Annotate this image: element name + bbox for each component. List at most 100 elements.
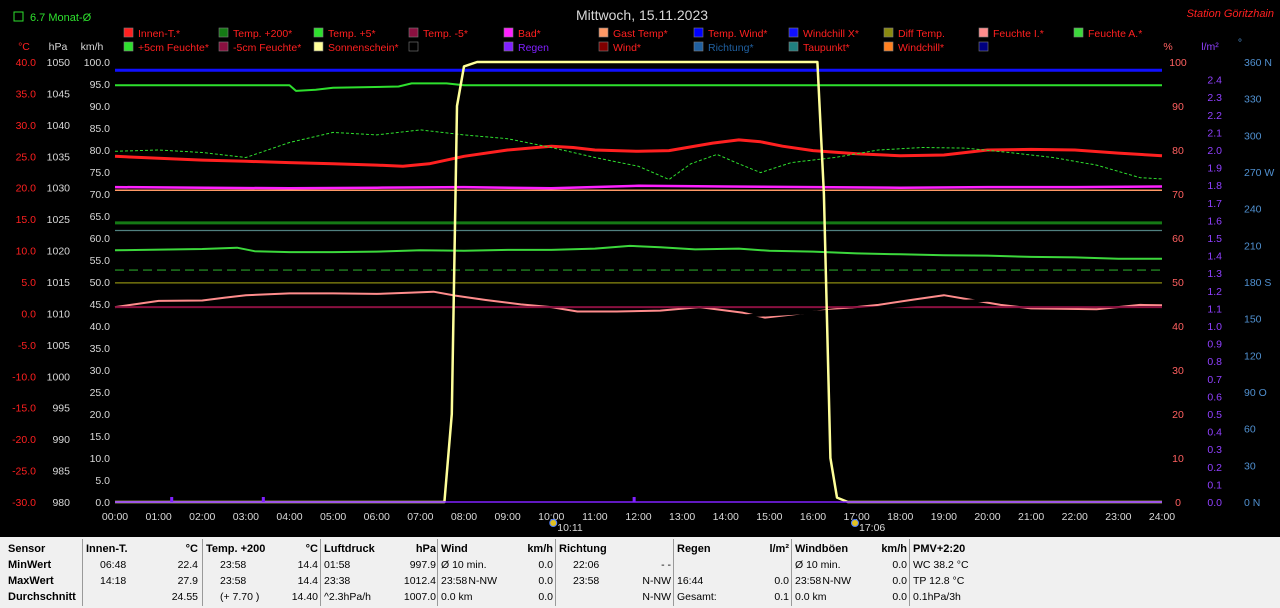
legend-label: Windböen* xyxy=(993,42,1044,54)
legend-swatch[interactable] xyxy=(408,41,419,52)
legend-swatch[interactable] xyxy=(598,41,609,52)
percent-tick: 90 xyxy=(1172,101,1184,113)
legend-label: Diff Temp. xyxy=(898,28,945,40)
time-tick: 16:00 xyxy=(800,511,826,523)
kmh-tick: 0.0 xyxy=(95,497,110,509)
legend-swatch[interactable] xyxy=(883,27,894,38)
stats-cell-value: 0.0 xyxy=(538,591,553,603)
legend-swatch[interactable] xyxy=(313,27,324,38)
time-tick: 24:00 xyxy=(1149,511,1175,523)
stats-separator xyxy=(791,539,792,606)
legend-swatch[interactable] xyxy=(693,27,704,38)
legend-swatch[interactable] xyxy=(503,41,514,52)
celsius-tick: -30.0 xyxy=(12,497,36,509)
kmh-tick: 45.0 xyxy=(90,299,111,311)
rain-tick: 1.1 xyxy=(1207,303,1222,315)
stats-separator xyxy=(82,539,83,606)
time-tick: 10:00 xyxy=(538,511,564,523)
stats-separator xyxy=(202,539,203,606)
legend-label: Bad* xyxy=(518,28,541,40)
rain-mark xyxy=(261,497,265,502)
stats-cell-label: 0.0 km xyxy=(441,591,473,603)
stats-separator xyxy=(555,539,556,606)
rain-tick: 0.1 xyxy=(1207,479,1222,491)
rain-tick: 0.2 xyxy=(1207,462,1222,474)
sunset-marker xyxy=(850,519,859,527)
rain-tick: 0.8 xyxy=(1207,356,1222,368)
legend-swatch[interactable] xyxy=(218,27,229,38)
time-tick: 18:00 xyxy=(887,511,913,523)
legend-swatch[interactable] xyxy=(978,41,989,52)
stats-cell-label: 23:58 xyxy=(220,559,247,571)
axis-unit-kmh: km/h xyxy=(81,41,104,53)
rain-tick: 0.4 xyxy=(1207,427,1222,439)
legend-label: Richtung* xyxy=(708,42,754,54)
time-tick: 05:00 xyxy=(320,511,346,523)
direction-tick: 120 xyxy=(1244,350,1262,362)
kmh-tick: 85.0 xyxy=(90,123,111,135)
kmh-tick: 100.0 xyxy=(84,57,110,69)
stats-cell-label: Gesamt: xyxy=(677,591,717,603)
rain-tick: 1.3 xyxy=(1207,268,1222,280)
percent-tick: 20 xyxy=(1172,409,1184,421)
stats-cell-value: 14.4 xyxy=(297,559,318,571)
time-tick: 13:00 xyxy=(669,511,695,523)
legend-label: Temp. Wind* xyxy=(708,28,768,40)
legend-swatch[interactable] xyxy=(123,27,134,38)
monthly-avg-legend-box[interactable] xyxy=(13,11,24,22)
legend-swatch[interactable] xyxy=(788,27,799,38)
time-tick: 12:00 xyxy=(625,511,651,523)
legend-swatch[interactable] xyxy=(883,41,894,52)
time-tick: 15:00 xyxy=(756,511,782,523)
celsius-tick: 35.0 xyxy=(16,88,37,100)
percent-tick: 100 xyxy=(1169,57,1187,69)
kmh-tick: 75.0 xyxy=(90,167,111,179)
stats-min-label: MinWert xyxy=(8,559,52,571)
legend-swatch[interactable] xyxy=(313,41,324,52)
kmh-tick: 70.0 xyxy=(90,189,111,201)
time-tick: 08:00 xyxy=(451,511,477,523)
axes: °C hPa km/h% l/m² ° 40.0 35.0 30.0 25.0 20.0 15.0 1… xyxy=(12,37,1274,534)
rain-tick: 0.7 xyxy=(1207,374,1222,386)
stats-cell-value: 997.9 xyxy=(409,559,436,571)
celsius-tick: 25.0 xyxy=(16,151,37,163)
legend-label: Windchill X* xyxy=(803,28,859,40)
rain-mark xyxy=(170,497,174,502)
legend-swatch[interactable] xyxy=(693,41,704,52)
stats-separator xyxy=(673,539,674,606)
direction-tick: 360 N xyxy=(1244,57,1272,69)
rain-tick: 2.2 xyxy=(1207,110,1222,122)
celsius-tick: -10.0 xyxy=(12,371,36,383)
legend-swatch[interactable] xyxy=(218,41,229,52)
series-line xyxy=(114,290,1163,319)
time-tick: 06:00 xyxy=(364,511,390,523)
stats-column-unit: °C xyxy=(185,543,198,555)
stats-cell-label: 0.0 km xyxy=(795,591,827,603)
rain-tick: 0.0 xyxy=(1207,497,1222,509)
stats-separator xyxy=(909,539,910,606)
kmh-tick: 20.0 xyxy=(90,409,111,421)
legend-swatch[interactable] xyxy=(123,41,134,52)
stats-column-title: Innen-T. xyxy=(86,543,128,555)
time-tick: 11:00 xyxy=(582,511,608,523)
legend-label: Innen-T.* xyxy=(138,28,180,40)
rain-tick: 2.4 xyxy=(1207,75,1222,87)
legend-swatch[interactable] xyxy=(408,27,419,38)
rain-tick: 1.9 xyxy=(1207,163,1222,175)
legend-swatch[interactable] xyxy=(1073,27,1084,38)
stats-column-unit: °C xyxy=(305,543,318,555)
series-line xyxy=(115,60,1162,504)
legend-swatch[interactable] xyxy=(503,27,514,38)
direction-tick: 210 xyxy=(1244,240,1262,252)
stats-cell-label: Ø 10 min. xyxy=(795,559,841,571)
stats-cell-value: 0.0 xyxy=(892,559,907,571)
celsius-tick: 40.0 xyxy=(16,57,37,69)
kmh-tick: 80.0 xyxy=(90,145,111,157)
stats-cell-label: 23:58 xyxy=(220,575,247,587)
legend-swatch[interactable] xyxy=(978,27,989,38)
legend-swatch[interactable] xyxy=(788,41,799,52)
legend-swatch[interactable] xyxy=(598,27,609,38)
stats-cell-label: 06:48 xyxy=(100,559,127,571)
hpa-tick: 1015 xyxy=(47,277,71,289)
direction-tick: 180 S xyxy=(1244,277,1271,289)
